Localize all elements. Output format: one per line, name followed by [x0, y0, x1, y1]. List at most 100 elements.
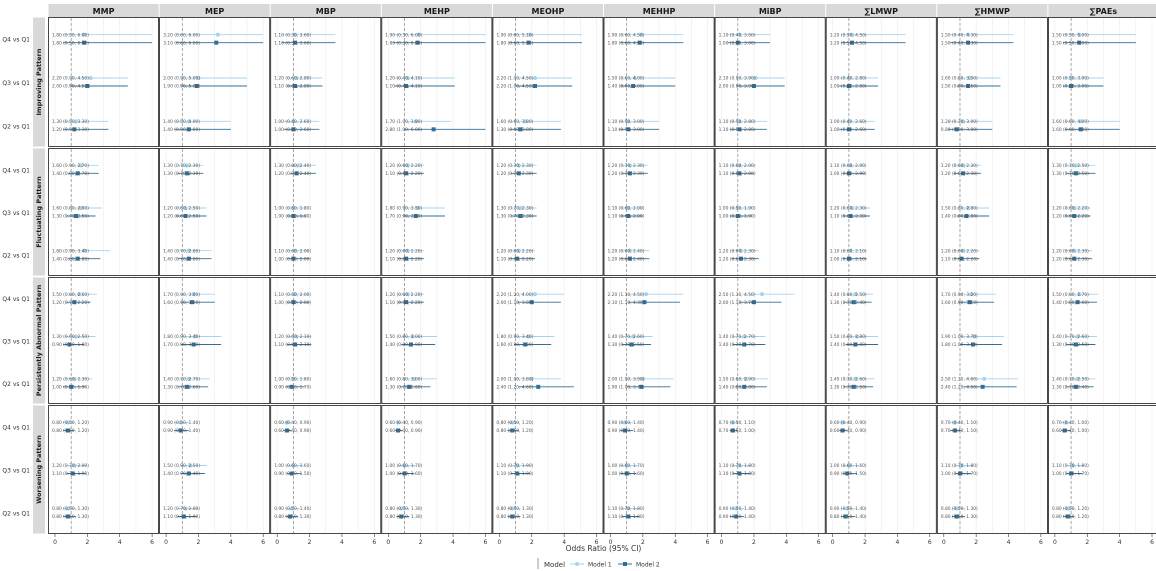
or-ci-label: 1.00 (0.50, 1.90): [719, 206, 756, 212]
or-ci-label: 1.30 (0.70, 2.50): [52, 214, 89, 220]
or-ci-label: 1.90 (0.90, 5.00): [163, 84, 200, 90]
or-ci-label: 1.00 (0.40, 2.80): [830, 84, 867, 90]
legend-key-model-2-marker: [623, 562, 627, 566]
point-estimate: [624, 471, 629, 476]
point-estimate: [74, 334, 79, 339]
point-estimate: [291, 300, 296, 305]
point-estimate: [626, 127, 631, 132]
point-estimate: [185, 163, 190, 168]
or-ci-label: 1.60 (0.90, 2.70): [52, 163, 89, 169]
point-estimate: [737, 32, 742, 37]
or-ci-label: 1.40 (0.80, 2.50): [830, 292, 867, 298]
panel-frame: [1048, 277, 1156, 404]
point-estimate: [291, 119, 296, 124]
point-estimate: [846, 171, 851, 176]
x-tick-label: 6: [817, 539, 821, 546]
point-estimate: [404, 300, 409, 305]
panel-strip: [270, 4, 381, 17]
or-ci-label: 1.20 (0.60, 2.20): [941, 248, 978, 254]
point-estimate: [533, 292, 538, 297]
point-estimate: [627, 248, 632, 253]
legend-title: Model: [544, 561, 565, 569]
point-estimate: [1065, 514, 1070, 519]
point-estimate: [1073, 171, 1078, 176]
point-estimate: [967, 76, 972, 80]
point-estimate: [183, 206, 188, 210]
panel-strip: [604, 4, 715, 17]
or-ci-label: 1.20 (0.60, 2.50): [163, 206, 200, 212]
or-ci-label: 1.30 (0.70, 2.30): [496, 206, 533, 212]
or-ci-label: 1.60 (0.80, 3.00): [385, 377, 422, 383]
or-ci-label: 1.10 (0.60, 2.00): [830, 163, 867, 169]
point-estimate: [186, 127, 191, 132]
or-ci-label: 0.60 (0.40, 1.00): [1052, 428, 1089, 434]
point-estimate: [964, 214, 969, 218]
or-ci-label: 1.10 (0.70, 1.80): [1052, 463, 1089, 469]
point-estimate: [515, 256, 520, 261]
point-estimate: [846, 119, 851, 124]
comparison-label: Q4 vs Q1: [2, 425, 30, 432]
point-estimate: [734, 506, 739, 511]
or-ci-label: 0.90 (0.60, 1.40): [608, 420, 645, 426]
point-estimate: [194, 84, 199, 88]
point-estimate: [65, 506, 70, 511]
or-ci-label: 1.20 (0.60, 2.30): [719, 248, 756, 254]
point-estimate: [431, 127, 436, 132]
panel-strip: [159, 4, 270, 17]
point-estimate: [193, 334, 198, 339]
or-ci-label: 1.90 (0.60, 5.10): [496, 32, 533, 38]
point-estimate: [189, 300, 194, 305]
x-tick-label: 0: [275, 539, 279, 546]
point-estimate: [966, 40, 971, 45]
comparison-label: Q3 vs Q1: [2, 210, 30, 217]
point-estimate: [1078, 119, 1083, 124]
point-estimate: [291, 376, 296, 381]
point-estimate: [186, 248, 191, 253]
panel-title: MEP: [205, 7, 224, 16]
or-ci-label: 1.00 (0.60, 1.60): [385, 471, 422, 477]
panel-title: ∑HMWP: [975, 7, 1010, 16]
point-estimate: [399, 506, 404, 511]
point-estimate: [293, 84, 298, 88]
or-ci-label: 0.90 (0.50, 1.80): [52, 342, 89, 348]
or-ci-label: 1.10 (0.60, 2.20): [385, 300, 422, 306]
or-ci-label: 1.50 (0.80, 2.80): [830, 334, 867, 340]
comparison-label: Q3 vs Q1: [2, 339, 30, 346]
x-tick-label: 4: [118, 539, 122, 546]
point-estimate: [954, 127, 959, 132]
or-ci-label: 1.40 (0.60, 4.00): [608, 84, 645, 90]
x-tick-label: 4: [896, 539, 900, 546]
x-tick-label: 6: [150, 539, 154, 546]
or-ci-label: 2.20 (1.20, 4.00): [496, 292, 533, 298]
point-estimate: [78, 206, 83, 210]
or-ci-label: 0.70 (0.40, 1.10): [941, 428, 978, 434]
or-ci-label: 1.70 (0.90, 3.40): [163, 342, 200, 348]
point-estimate: [415, 206, 420, 210]
point-estimate: [739, 248, 744, 253]
point-estimate: [637, 40, 642, 45]
point-estimate: [1069, 76, 1074, 80]
point-estimate: [417, 32, 422, 37]
point-estimate: [293, 32, 298, 37]
x-tick-label: 2: [85, 539, 89, 546]
point-estimate: [626, 514, 631, 519]
or-ci-label: 1.10 (0.70, 1.80): [719, 471, 756, 477]
point-estimate: [846, 76, 851, 80]
point-estimate: [753, 76, 758, 80]
point-estimate: [405, 76, 410, 80]
point-estimate: [737, 163, 742, 168]
or-ci-label: 1.00 (0.50, 1.90): [52, 385, 89, 391]
or-ci-label: 1.20 (0.60, 2.20): [1052, 206, 1089, 212]
point-estimate: [289, 506, 294, 511]
x-tick-label: 0: [720, 539, 724, 546]
or-ci-label: 1.10 (0.70, 1.80): [941, 463, 978, 469]
point-estimate: [293, 292, 298, 297]
point-estimate: [516, 248, 521, 253]
point-estimate: [626, 119, 631, 124]
x-tick-label: 2: [641, 539, 645, 546]
point-estimate: [850, 206, 855, 210]
or-ci-label: 1.60 (0.90, 3.10): [941, 300, 978, 306]
point-estimate: [623, 428, 628, 433]
or-ci-label: 1.50 (0.80, 3.50): [941, 84, 978, 90]
or-ci-label: 1.00 (0.50, 3.00): [1052, 84, 1089, 90]
